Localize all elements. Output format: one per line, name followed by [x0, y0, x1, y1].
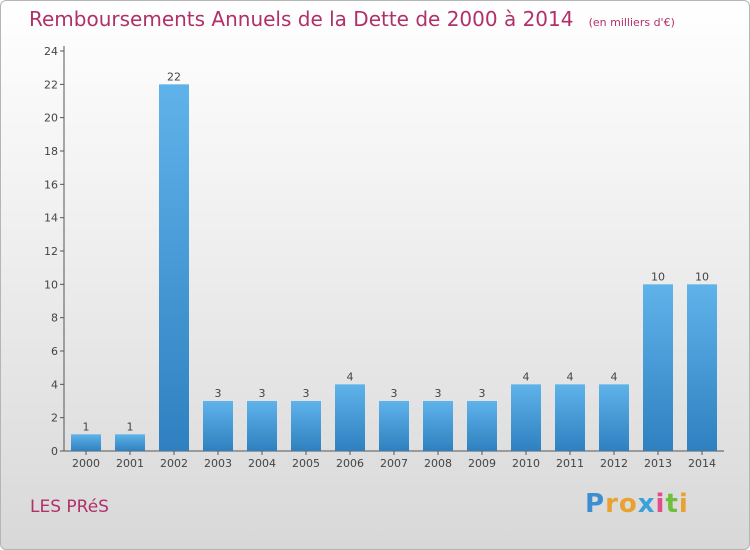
chart-title-row: Remboursements Annuels de la Dette de 20… [29, 7, 675, 31]
y-tick-label: 2 [51, 412, 58, 425]
bar-value-label: 4 [523, 370, 530, 383]
x-tick-label: 2006 [336, 457, 364, 470]
bar [379, 401, 409, 451]
bar-value-label: 3 [479, 387, 486, 400]
bar [599, 384, 629, 451]
bar-value-label: 3 [391, 387, 398, 400]
x-tick-label: 2001 [116, 457, 144, 470]
x-tick-label: 2000 [72, 457, 100, 470]
bar-value-label: 22 [167, 70, 181, 83]
y-tick-label: 12 [44, 245, 58, 258]
y-tick-label: 16 [44, 178, 58, 191]
x-tick-label: 2009 [468, 457, 496, 470]
proxiti-logo[interactable]: Proxiti [585, 489, 689, 519]
x-tick-label: 2010 [512, 457, 540, 470]
x-tick-label: 2007 [380, 457, 408, 470]
bar-value-label: 3 [215, 387, 222, 400]
logo-letter: r [605, 489, 619, 519]
x-tick-label: 2004 [248, 457, 276, 470]
bar-value-label: 3 [259, 387, 266, 400]
bar [247, 401, 277, 451]
bar [687, 284, 717, 451]
logo-letter: i [655, 489, 666, 519]
bar-value-label: 1 [127, 420, 134, 433]
logo-letter: x [637, 489, 656, 519]
bar [115, 434, 145, 451]
x-tick-label: 2008 [424, 457, 452, 470]
bar-value-label: 4 [347, 370, 354, 383]
bar-value-label: 10 [651, 270, 665, 283]
bar-value-label: 1 [83, 420, 90, 433]
chart-title: Remboursements Annuels de la Dette de 20… [29, 7, 574, 31]
bar-value-label: 3 [435, 387, 442, 400]
y-tick-label: 14 [44, 212, 58, 225]
bar-value-label: 3 [303, 387, 310, 400]
commune-name: LES PRéS [30, 497, 109, 517]
bar [467, 401, 497, 451]
y-tick-label: 18 [44, 145, 58, 158]
y-tick-label: 4 [51, 378, 58, 391]
bar-value-label: 4 [611, 370, 618, 383]
bar [71, 434, 101, 451]
bar [203, 401, 233, 451]
y-tick-label: 22 [44, 78, 58, 91]
bar-value-label: 10 [695, 270, 709, 283]
bar [643, 284, 673, 451]
y-tick-label: 24 [44, 45, 58, 58]
y-tick-label: 8 [51, 312, 58, 325]
logo-letter: o [618, 489, 638, 519]
x-tick-label: 2014 [688, 457, 716, 470]
x-tick-label: 2002 [160, 457, 188, 470]
bar [159, 84, 189, 451]
y-tick-label: 10 [44, 278, 58, 291]
bar-value-label: 4 [567, 370, 574, 383]
bar [291, 401, 321, 451]
chart-unit-label: (en milliers d'€) [588, 16, 675, 29]
bar [511, 384, 541, 451]
logo-letter: t [665, 489, 679, 519]
x-tick-label: 2013 [644, 457, 672, 470]
x-tick-label: 2005 [292, 457, 320, 470]
y-tick-label: 0 [51, 445, 58, 458]
x-tick-label: 2011 [556, 457, 584, 470]
bar [423, 401, 453, 451]
y-tick-label: 6 [51, 345, 58, 358]
y-tick-label: 20 [44, 112, 58, 125]
bar [335, 384, 365, 451]
x-tick-label: 2012 [600, 457, 628, 470]
bar [555, 384, 585, 451]
logo-letter: i [678, 489, 689, 519]
x-tick-label: 2003 [204, 457, 232, 470]
logo-letter: P [585, 489, 606, 519]
